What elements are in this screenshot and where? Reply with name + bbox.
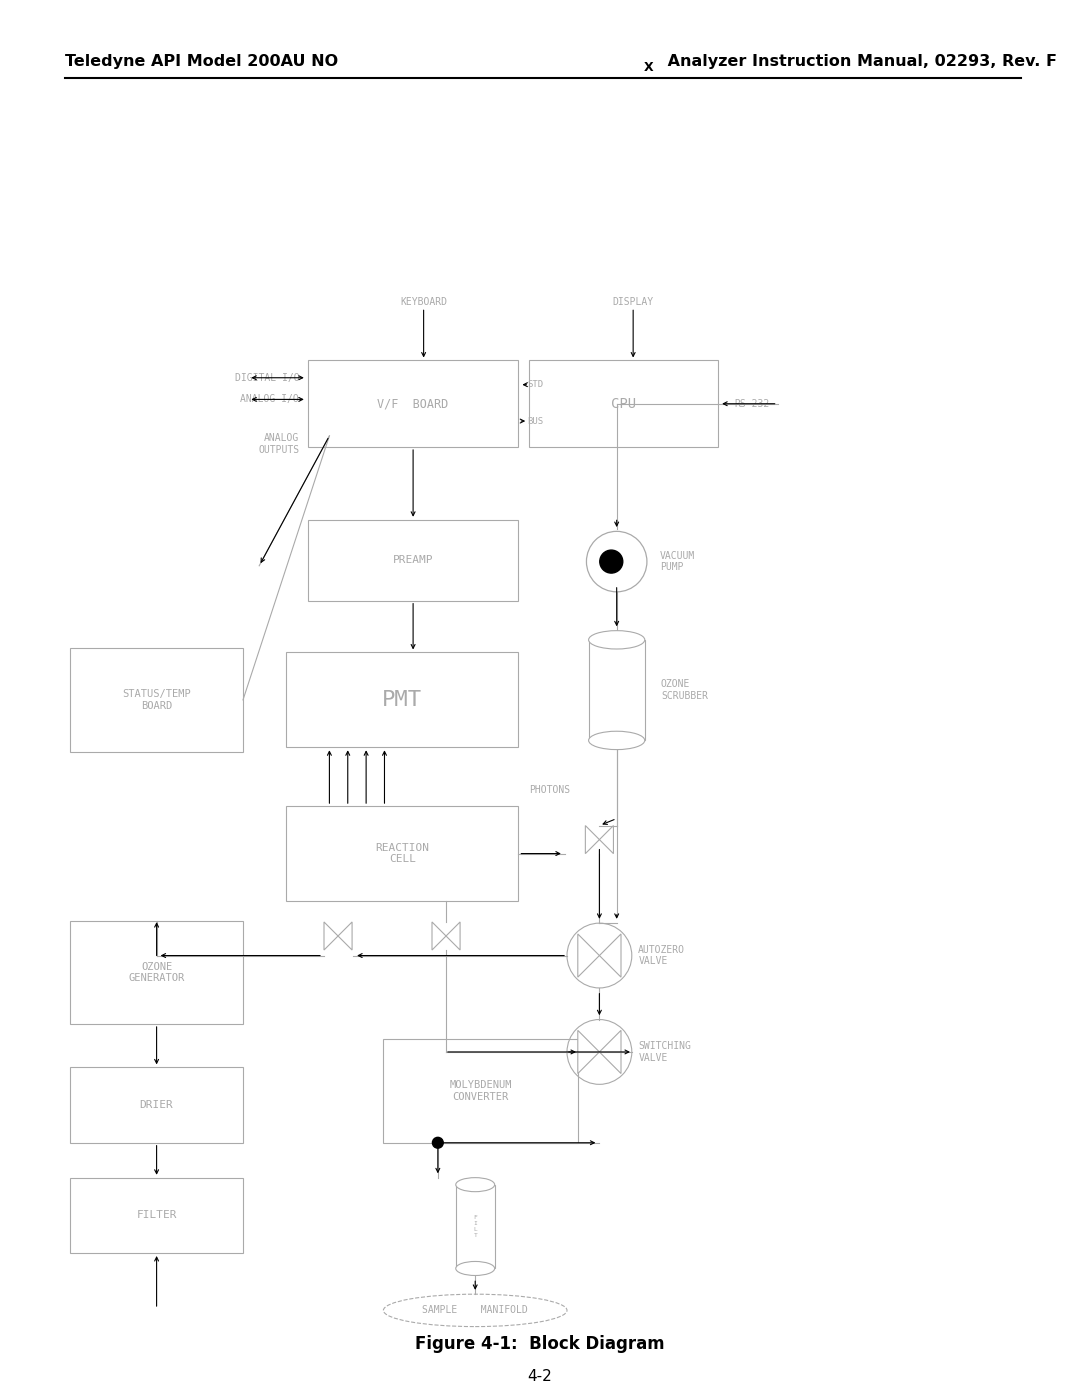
Ellipse shape — [586, 531, 647, 592]
Text: VACUUM
PUMP: VACUUM PUMP — [660, 550, 696, 573]
Text: DIGITAL I/O: DIGITAL I/O — [234, 373, 299, 383]
Text: X: X — [644, 60, 653, 74]
Text: KEYBOARD: KEYBOARD — [400, 298, 447, 307]
Text: STATUS/TEMP
BOARD: STATUS/TEMP BOARD — [122, 689, 191, 711]
Polygon shape — [446, 922, 460, 950]
Text: ANALOG
OUTPUTS: ANALOG OUTPUTS — [258, 433, 299, 454]
Text: AUTOZERO
VALVE: AUTOZERO VALVE — [638, 944, 686, 967]
Text: SAMPLE    MANIFOLD: SAMPLE MANIFOLD — [422, 1305, 528, 1316]
Polygon shape — [599, 1031, 621, 1073]
Polygon shape — [432, 922, 446, 950]
Polygon shape — [338, 922, 352, 950]
Text: OZONE
SCRUBBER: OZONE SCRUBBER — [661, 679, 708, 701]
Polygon shape — [599, 826, 613, 854]
Bar — [308, 520, 518, 601]
Text: ANALOG I/O: ANALOG I/O — [241, 394, 299, 404]
Polygon shape — [324, 922, 338, 950]
Text: STD: STD — [527, 380, 543, 390]
Text: OZONE
GENERATOR: OZONE GENERATOR — [129, 961, 185, 983]
Text: FILTER: FILTER — [136, 1210, 177, 1221]
Text: F
I
L
T: F I L T — [473, 1215, 477, 1238]
Polygon shape — [578, 1031, 599, 1073]
Text: Figure 4-1:  Block Diagram: Figure 4-1: Block Diagram — [415, 1336, 665, 1352]
Text: BUS: BUS — [527, 416, 543, 426]
Ellipse shape — [589, 630, 645, 650]
Text: REACTION
CELL: REACTION CELL — [376, 842, 430, 865]
Bar — [70, 1067, 243, 1143]
Bar — [456, 1185, 495, 1268]
Text: Analyzer Instruction Manual, 02293, Rev. F: Analyzer Instruction Manual, 02293, Rev.… — [662, 54, 1057, 68]
Bar — [308, 360, 518, 447]
Text: Teledyne API Model 200AU NO: Teledyne API Model 200AU NO — [65, 54, 338, 68]
Bar — [529, 360, 718, 447]
Ellipse shape — [599, 550, 623, 573]
Ellipse shape — [589, 731, 645, 750]
Ellipse shape — [383, 1294, 567, 1327]
Text: SWITCHING
VALVE: SWITCHING VALVE — [638, 1041, 691, 1063]
Ellipse shape — [432, 1137, 443, 1148]
Text: DISPLAY: DISPLAY — [612, 298, 653, 307]
Ellipse shape — [456, 1261, 495, 1275]
Text: PREAMP: PREAMP — [393, 555, 433, 566]
Text: 4-2: 4-2 — [528, 1369, 552, 1383]
Polygon shape — [585, 826, 599, 854]
Ellipse shape — [456, 1178, 495, 1192]
Text: DRIER: DRIER — [139, 1099, 174, 1111]
Bar — [286, 806, 518, 901]
Text: CPU: CPU — [611, 397, 636, 411]
Bar — [589, 640, 645, 740]
Text: RS–232: RS–232 — [734, 398, 770, 409]
Text: V/F  BOARD: V/F BOARD — [378, 397, 448, 411]
Bar — [70, 1178, 243, 1253]
Bar — [70, 921, 243, 1024]
Polygon shape — [599, 935, 621, 977]
Bar — [383, 1039, 578, 1143]
Polygon shape — [578, 935, 599, 977]
Text: PHOTONS: PHOTONS — [529, 785, 570, 795]
Bar — [286, 652, 518, 747]
Text: MOLYBDENUM
CONVERTER: MOLYBDENUM CONVERTER — [449, 1080, 512, 1102]
Bar — [70, 648, 243, 752]
Text: PMT: PMT — [382, 690, 422, 710]
